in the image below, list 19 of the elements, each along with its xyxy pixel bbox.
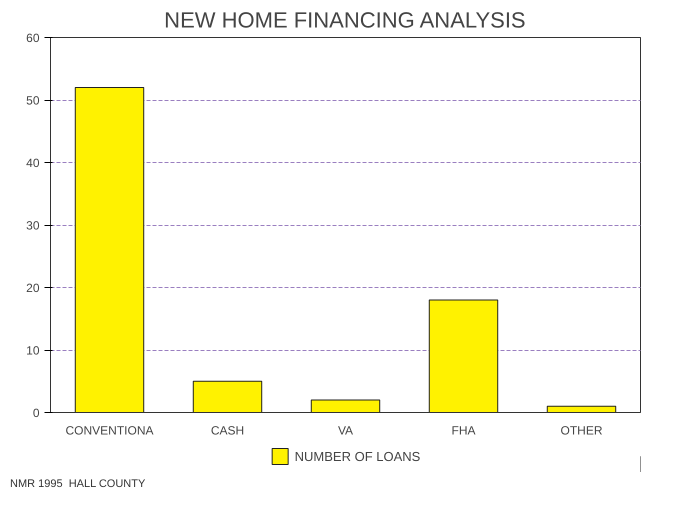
bar [428,300,498,412]
x-tick-label: CONVENTIONA [65,424,154,438]
legend-label: NUMBER OF LOANS [294,448,420,464]
text: NMR 1995 HALL COUNTY [10,477,146,492]
chart-title: NEW HOME FINANCING ANALYSIS [164,8,526,32]
x-tick-label: FHA [452,424,476,438]
y-tick-label: 40 [26,156,40,170]
bar [192,380,262,412]
y-tick-label: 10 [26,344,40,358]
bar [310,400,380,412]
y-tick-label: 30 [26,218,40,232]
x-tick-label: OTHER [560,424,603,438]
bar [74,87,144,412]
y-tick-label: 0 [32,406,40,420]
x-tick-label: VA [338,424,354,438]
x-tick-label: CASH [210,424,244,438]
y-tick-label: 60 [26,31,40,45]
y-tick-label: 20 [26,281,40,295]
y-tick-label: 50 [26,94,40,108]
